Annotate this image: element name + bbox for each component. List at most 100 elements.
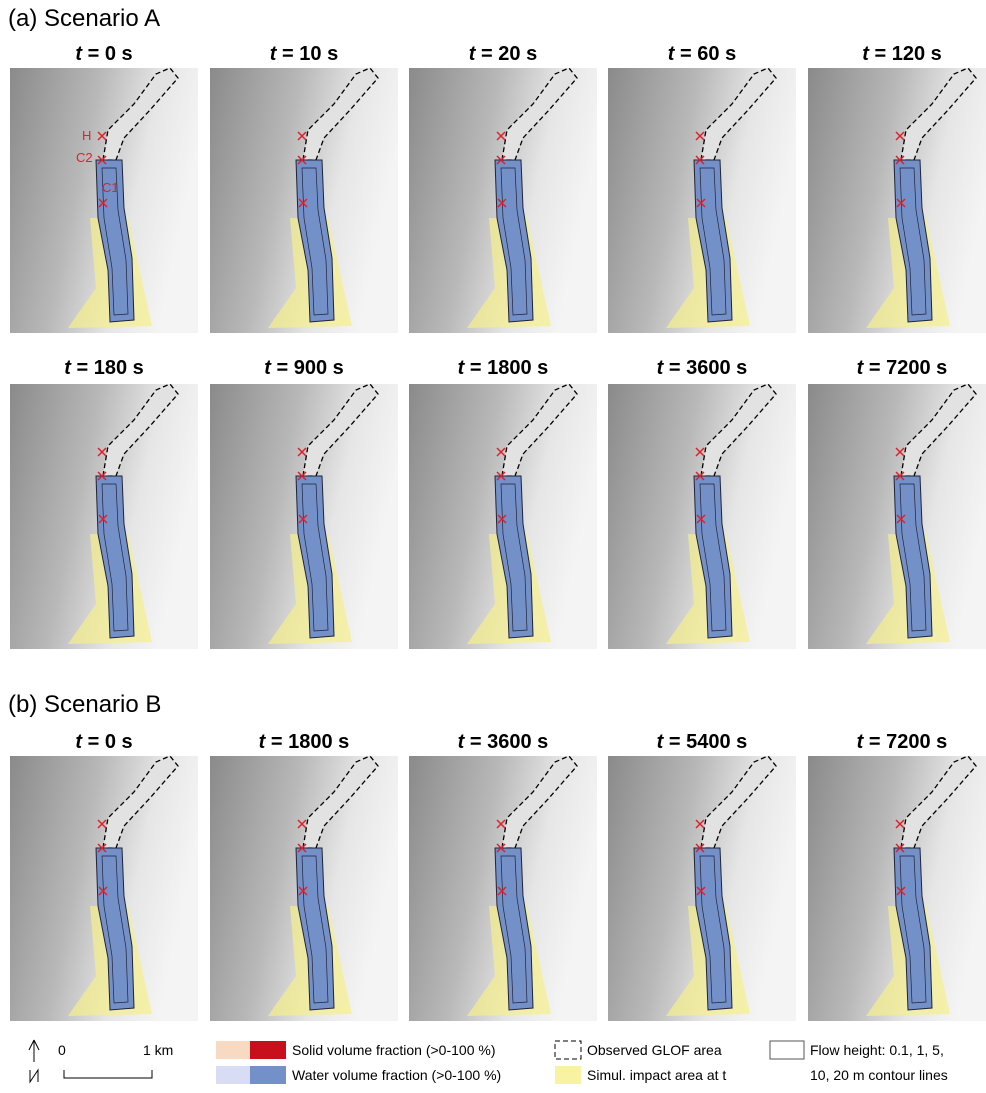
- swatch-water-high: [250, 1066, 286, 1084]
- panel-title: t = 60 s: [668, 43, 736, 65]
- cross: [298, 198, 308, 208]
- legend-label: Solid volume fraction (>0-100 %): [292, 1042, 496, 1058]
- contour: [699, 855, 727, 1004]
- time-label: = 120 s: [869, 43, 942, 65]
- contour: [500, 855, 528, 1004]
- panel-title: t = 0 s: [75, 731, 132, 753]
- cross: [695, 471, 705, 481]
- time-label: = 7200 s: [863, 357, 947, 379]
- marker-label: H: [82, 128, 91, 143]
- time-variable: t: [668, 43, 676, 65]
- swatch-observed: [554, 1040, 582, 1060]
- cross: [98, 886, 108, 896]
- cross: [895, 155, 905, 165]
- time-label: = 10 s: [276, 43, 338, 65]
- time-variable: t: [857, 731, 865, 753]
- contour: [101, 855, 129, 1004]
- cross: [695, 843, 705, 853]
- cross: [297, 131, 307, 141]
- cross: [496, 447, 506, 457]
- map-panel: H C2 C1: [10, 67, 198, 333]
- cross: [695, 131, 705, 141]
- cross: [298, 886, 308, 896]
- time-variable: t: [264, 357, 272, 379]
- swatch-water-low: [216, 1066, 250, 1084]
- time-variable: t: [469, 43, 477, 65]
- cross: [97, 131, 107, 141]
- map-panel: [10, 383, 198, 649]
- legend-label: 10, 20 m contour lines: [810, 1067, 948, 1083]
- map-panel: [808, 67, 986, 333]
- observed-area: [700, 755, 777, 849]
- cross: [496, 131, 506, 141]
- time-label: = 900 s: [271, 357, 344, 379]
- observed-area: [501, 67, 578, 161]
- time-label: = 3600 s: [464, 731, 548, 753]
- panel-title: t = 5400 s: [657, 731, 748, 753]
- contour: [301, 167, 329, 316]
- time-label: = 20 s: [475, 43, 537, 65]
- map-panel: [210, 755, 398, 1021]
- time-label: = 5400 s: [663, 731, 747, 753]
- map-panel: [608, 755, 796, 1021]
- observed-area: [102, 67, 179, 161]
- cross: [97, 843, 107, 853]
- map-panel: [210, 383, 398, 649]
- cross: [895, 819, 905, 829]
- panel-title: t = 3600 s: [458, 731, 549, 753]
- time-variable: t: [857, 357, 865, 379]
- scale-end: 1 km: [143, 1042, 173, 1058]
- observed-area: [302, 383, 379, 477]
- time-variable: t: [657, 357, 665, 379]
- observed-area: [302, 755, 379, 849]
- cross: [695, 819, 705, 829]
- contour: [101, 167, 129, 316]
- cross: [297, 155, 307, 165]
- contour: [500, 483, 528, 632]
- contour: [899, 483, 927, 632]
- swatch-impact: [555, 1066, 581, 1084]
- time-label: = 1800 s: [464, 357, 548, 379]
- map-panel: [608, 383, 796, 649]
- map-panel: [10, 755, 198, 1021]
- time-label: = 180 s: [71, 357, 144, 379]
- cross: [895, 447, 905, 457]
- cross: [895, 471, 905, 481]
- contour: [899, 167, 927, 316]
- cross: [297, 843, 307, 853]
- contour: [699, 483, 727, 632]
- contour: [301, 855, 329, 1004]
- cross: [695, 447, 705, 457]
- cross: [496, 843, 506, 853]
- cross: [97, 447, 107, 457]
- observed-area: [302, 67, 379, 161]
- cross: [497, 886, 507, 896]
- cross: [297, 819, 307, 829]
- swatch-solid-high: [250, 1041, 286, 1059]
- cross: [97, 819, 107, 829]
- time-label: = 0 s: [82, 43, 133, 65]
- legend: 0 1 km Solid volume fraction (>0-100 %) …: [28, 1039, 948, 1084]
- time-variable: t: [657, 731, 665, 753]
- contour: [899, 855, 927, 1004]
- map-panel: [409, 755, 597, 1021]
- cross: [896, 198, 906, 208]
- panel-title: t = 180 s: [64, 357, 144, 379]
- north-arrow: [28, 1039, 40, 1084]
- marker-label: C1: [102, 180, 119, 195]
- cross: [497, 514, 507, 524]
- map-panel: [808, 383, 986, 649]
- cross: [895, 843, 905, 853]
- time-label: = 60 s: [674, 43, 736, 65]
- map-panel: [409, 67, 597, 333]
- observed-area: [900, 383, 977, 477]
- cross: [298, 514, 308, 524]
- cross: [97, 471, 107, 481]
- scale-bar: [63, 1070, 153, 1079]
- cross: [496, 471, 506, 481]
- time-label: = 1800 s: [265, 731, 349, 753]
- swatch-contour: [769, 1040, 805, 1060]
- observed-area: [102, 383, 179, 477]
- cross: [98, 514, 108, 524]
